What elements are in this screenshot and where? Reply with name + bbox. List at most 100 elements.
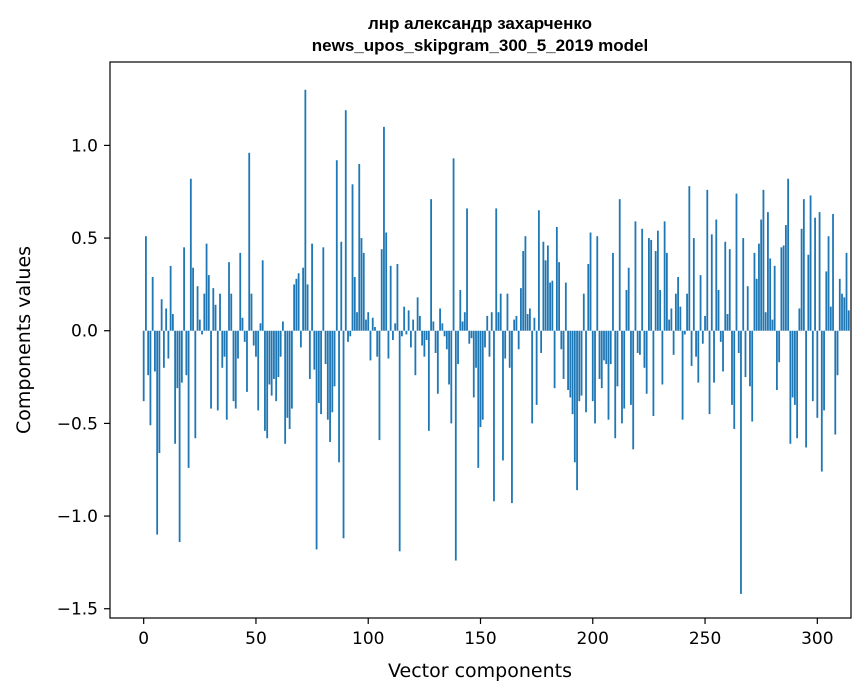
bar <box>367 312 370 331</box>
chart-title-line2: news_upos_skipgram_300_5_2019 model <box>312 36 648 55</box>
bar <box>358 163 361 331</box>
bar <box>692 238 695 331</box>
bar <box>147 330 150 376</box>
bar <box>648 238 650 331</box>
bar <box>686 293 688 331</box>
bar <box>392 330 394 340</box>
bar <box>656 230 659 331</box>
bar <box>315 330 318 550</box>
bar <box>529 308 531 331</box>
bar <box>560 330 563 350</box>
y-tick-label: 0.0 <box>71 322 98 342</box>
bar <box>504 330 507 359</box>
bar <box>414 330 417 376</box>
bar <box>665 252 668 331</box>
bar <box>347 330 349 342</box>
bar <box>800 228 803 331</box>
bar <box>555 226 558 331</box>
bar <box>214 304 217 331</box>
bar <box>297 273 300 331</box>
bar <box>374 327 376 331</box>
bar <box>847 310 850 331</box>
bar <box>369 330 372 361</box>
bar <box>299 330 302 348</box>
bar <box>268 330 271 385</box>
bar <box>661 330 664 385</box>
bar <box>625 289 628 331</box>
bar <box>340 241 343 331</box>
bar <box>479 330 482 428</box>
bar <box>699 275 702 331</box>
plot-frame <box>109 61 852 619</box>
bar <box>517 330 520 350</box>
bar <box>674 293 677 331</box>
bar <box>688 186 691 331</box>
bar <box>463 312 466 331</box>
x-tick-label: 50 <box>245 629 267 649</box>
bar <box>477 330 480 468</box>
bar <box>237 330 239 359</box>
bar <box>203 293 206 331</box>
bar <box>187 330 190 468</box>
bar <box>782 245 785 331</box>
bar <box>758 243 760 331</box>
bar <box>600 330 603 389</box>
bar <box>470 330 473 339</box>
bar <box>394 323 397 331</box>
y-axis-ticks: −1.5 −1.0 −0.5 0.0 0.5 1.0 <box>57 136 110 620</box>
bar <box>553 330 556 389</box>
bar <box>603 330 605 361</box>
bar <box>612 252 614 331</box>
x-tick-label: 200 <box>577 629 609 649</box>
bar <box>740 330 742 594</box>
bar <box>576 330 578 491</box>
bar <box>508 330 511 368</box>
bar <box>338 330 340 463</box>
bar <box>607 330 610 420</box>
bar <box>439 308 441 331</box>
bar <box>749 330 751 387</box>
bar <box>313 330 316 370</box>
bar <box>708 330 711 415</box>
bar <box>365 319 367 331</box>
bar <box>567 330 569 391</box>
bar <box>798 308 801 331</box>
bar <box>827 236 830 331</box>
bar <box>243 330 246 342</box>
x-tick-label: 100 <box>352 629 384 649</box>
bar <box>780 247 783 331</box>
bar <box>621 330 623 424</box>
bar <box>697 330 700 383</box>
bar <box>252 330 255 346</box>
bar <box>683 330 686 335</box>
bar <box>829 306 832 331</box>
bar <box>713 330 715 383</box>
bar <box>513 319 516 331</box>
bar <box>432 321 435 331</box>
bar <box>230 293 233 331</box>
bar <box>333 330 336 387</box>
bar <box>690 330 693 366</box>
bar <box>436 330 439 394</box>
bar <box>753 252 756 331</box>
bar <box>448 330 450 385</box>
bar <box>331 330 334 413</box>
bar <box>791 330 794 398</box>
bar <box>630 330 632 405</box>
bar <box>737 330 740 353</box>
bar <box>578 330 581 402</box>
y-tick-label: 1.0 <box>71 136 98 156</box>
bar <box>511 330 513 504</box>
bar <box>551 280 554 331</box>
bar <box>486 315 489 331</box>
bar <box>356 312 358 331</box>
bar <box>371 317 374 331</box>
bar <box>499 293 502 331</box>
bar <box>594 330 596 424</box>
bar <box>221 330 224 368</box>
bar <box>802 199 805 331</box>
bar <box>659 289 662 331</box>
bar <box>535 330 538 405</box>
bar <box>618 199 621 331</box>
